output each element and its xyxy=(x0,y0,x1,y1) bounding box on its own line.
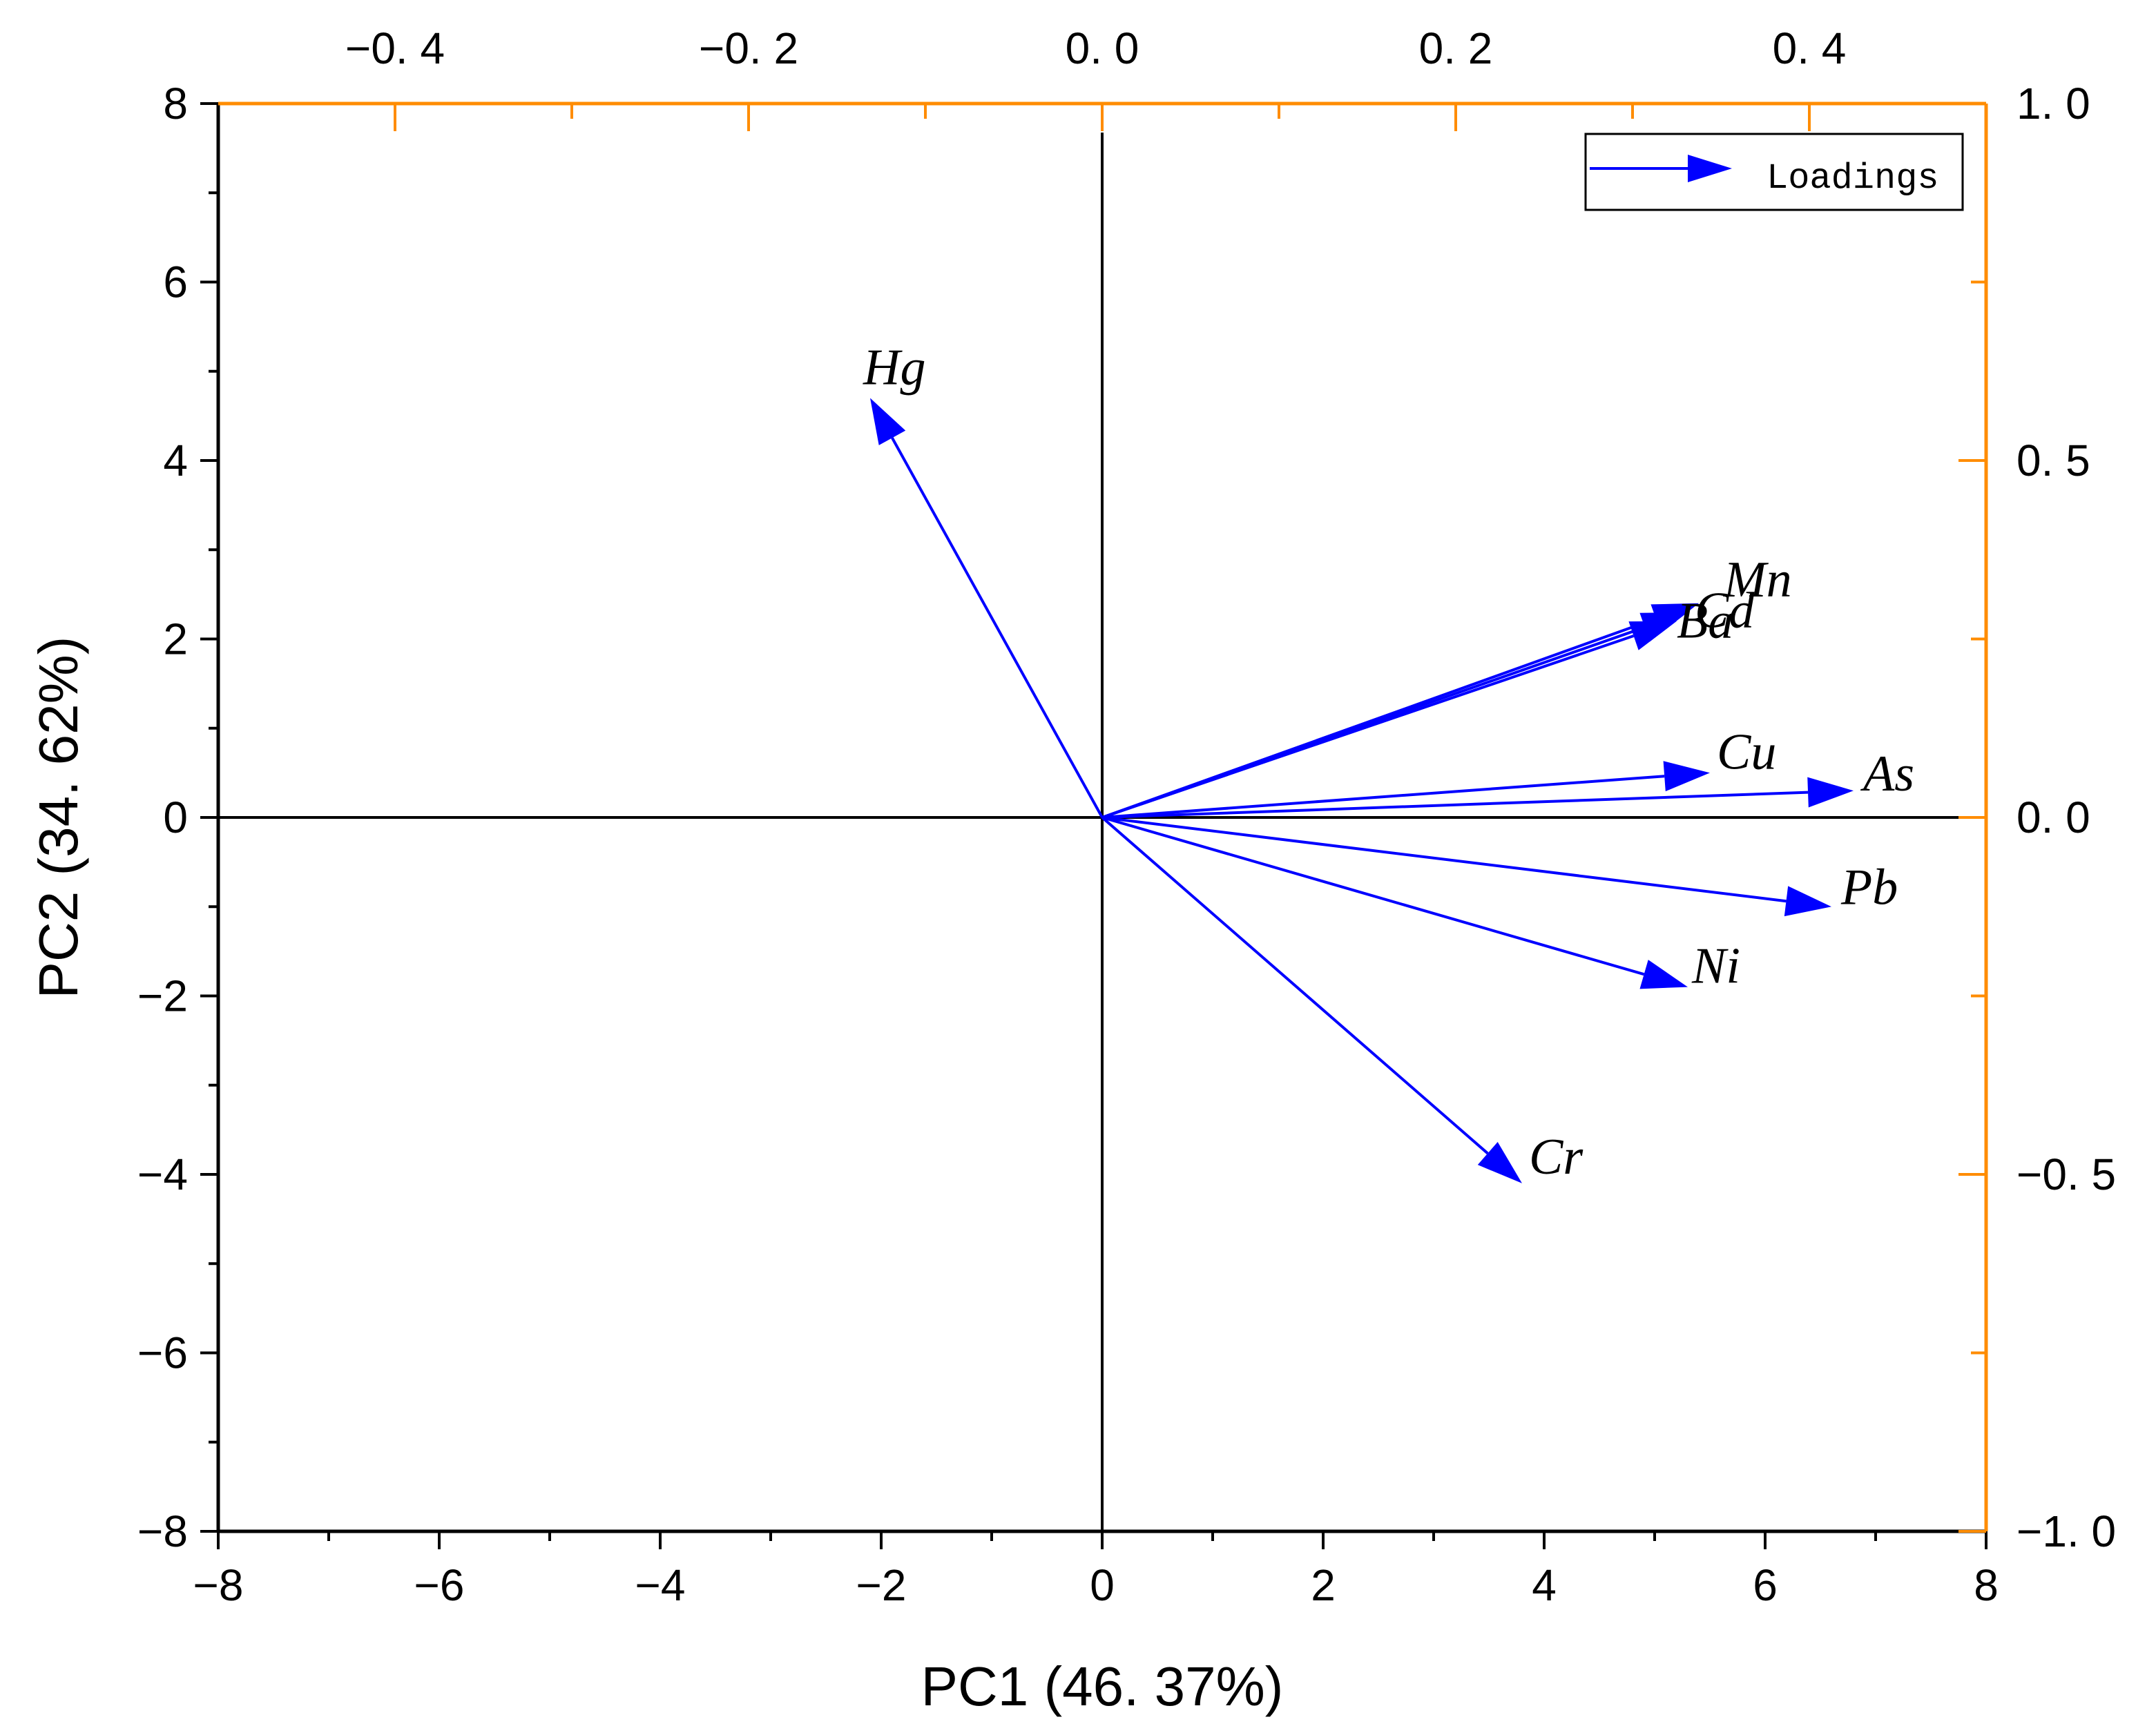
axis-ticks: −8 −6 −4 −2 0 2 4 6 8 −8 −6 −4 −2 0 2 4 6 8 −0. 4 −0. 2 0. 0… xyxy=(137,23,2116,1610)
top-tick-label: −0. 2 xyxy=(699,23,798,73)
loading-arrow-as xyxy=(1101,777,1854,819)
right-tick-label: 0. 0 xyxy=(2017,793,2090,842)
left-tick-label: 8 xyxy=(163,79,188,128)
loading-label-ni: Ni xyxy=(1691,938,1740,995)
loading-label-mn: Mn xyxy=(1723,552,1792,608)
left-tick-label: 0 xyxy=(163,793,188,842)
loading-label-cu: Cu xyxy=(1717,724,1776,780)
bottom-tick-label: −6 xyxy=(414,1560,465,1610)
loading-arrow-hg xyxy=(870,398,1104,818)
arrow-head xyxy=(1663,761,1710,792)
top-tick-label: −0. 4 xyxy=(345,23,445,73)
bottom-tick-label: 8 xyxy=(1974,1560,1999,1610)
loading-label-pb: Pb xyxy=(1840,859,1898,915)
bottom-tick-label: 2 xyxy=(1311,1560,1336,1610)
arrow-head xyxy=(1477,1141,1522,1183)
right-tick-label: −1. 0 xyxy=(2017,1506,2116,1556)
arrow-shaft xyxy=(891,437,1104,818)
right-tick-label: 1. 0 xyxy=(2017,79,2090,128)
arrow-head xyxy=(1628,621,1677,650)
bottom-tick-label: −4 xyxy=(635,1560,686,1610)
bottom-tick-label: 6 xyxy=(1753,1560,1778,1610)
left-tick-label: −8 xyxy=(137,1506,188,1556)
loading-label-cr: Cr xyxy=(1529,1129,1584,1185)
left-tick-label: 2 xyxy=(163,614,188,664)
loading-arrow-pb xyxy=(1101,816,1831,917)
loading-label-ba: Ba xyxy=(1677,593,1733,650)
arrow-head xyxy=(1639,960,1688,989)
arrow-shaft xyxy=(1101,634,1635,819)
legend-label: Loadings xyxy=(1767,158,1939,199)
loading-arrow-cu xyxy=(1101,761,1710,819)
y-axis-title: PC2 (34. 62%) xyxy=(28,637,89,999)
right-tick-label: −0. 5 xyxy=(2017,1150,2116,1199)
bottom-tick-label: −2 xyxy=(856,1560,907,1610)
loading-label-cd: Cd xyxy=(1695,583,1755,639)
arrow-shaft xyxy=(1101,775,1665,819)
bottom-tick-label: −8 xyxy=(193,1560,244,1610)
arrow-head xyxy=(1784,886,1831,917)
top-tick-label: 0. 2 xyxy=(1419,23,1493,73)
loading-label-as: As xyxy=(1860,746,1914,802)
left-tick-label: 6 xyxy=(163,258,188,307)
arrow-shaft xyxy=(1101,816,1787,903)
arrow-head xyxy=(1807,777,1854,808)
loading-label-hg: Hg xyxy=(863,340,925,396)
left-tick-label: 4 xyxy=(163,436,188,485)
arrow-shaft xyxy=(1101,816,1645,976)
arrow-shaft xyxy=(1101,791,1809,819)
loading-arrow-cr xyxy=(1101,816,1522,1183)
loading-arrow-ni xyxy=(1101,816,1688,989)
left-tick-label: −6 xyxy=(137,1328,188,1378)
legend-arrow-head xyxy=(1688,155,1732,182)
arrow-head xyxy=(870,398,906,445)
bottom-tick-label: 4 xyxy=(1532,1560,1557,1610)
legend: Loadings xyxy=(1584,133,1964,211)
top-tick-label: 0. 0 xyxy=(1066,23,1139,73)
top-tick-label: 0. 4 xyxy=(1773,23,1847,73)
legend-box xyxy=(1584,133,1964,211)
x-axis-title: PC1 (46. 37%) xyxy=(921,1656,1284,1717)
legend-arrow xyxy=(1590,155,1732,182)
arrow-shaft xyxy=(1101,816,1489,1155)
left-tick-label: −2 xyxy=(137,971,188,1021)
left-tick-label: −4 xyxy=(137,1150,188,1199)
bottom-tick-label: 0 xyxy=(1090,1560,1115,1610)
loading-arrow-ba xyxy=(1101,621,1677,819)
right-tick-label: 0. 5 xyxy=(2017,436,2090,485)
